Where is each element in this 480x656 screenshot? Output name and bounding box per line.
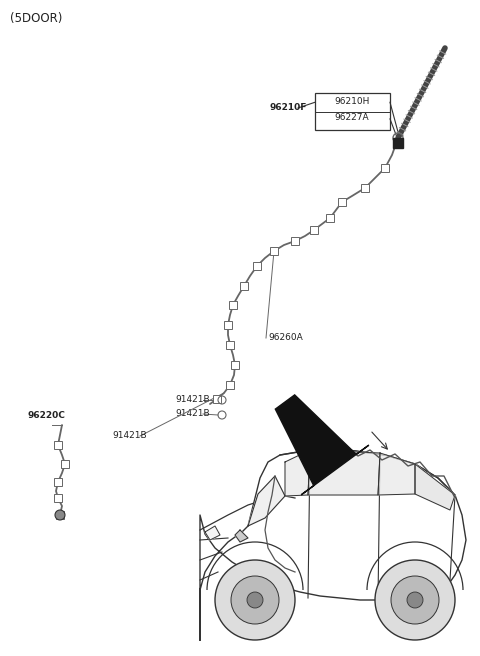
Text: 96210F: 96210F: [270, 104, 307, 112]
Polygon shape: [285, 450, 310, 496]
Text: 91421B: 91421B: [112, 432, 146, 440]
Circle shape: [407, 592, 423, 608]
Polygon shape: [378, 453, 415, 495]
Polygon shape: [248, 476, 285, 526]
Bar: [213, 395, 221, 403]
Bar: [291, 237, 299, 245]
Text: 96210H: 96210H: [334, 98, 370, 106]
Circle shape: [215, 560, 295, 640]
Text: 96227A: 96227A: [334, 113, 369, 123]
Bar: [338, 198, 346, 206]
Text: 96220C: 96220C: [28, 411, 66, 419]
Bar: [224, 321, 232, 329]
Polygon shape: [308, 450, 380, 495]
Bar: [310, 226, 318, 234]
Bar: [226, 341, 234, 349]
Circle shape: [391, 576, 439, 624]
Polygon shape: [235, 530, 248, 542]
Circle shape: [375, 560, 455, 640]
Bar: [393, 138, 403, 148]
Bar: [54, 494, 62, 502]
Bar: [54, 478, 62, 486]
Bar: [270, 247, 278, 255]
Polygon shape: [415, 464, 455, 510]
Circle shape: [231, 576, 279, 624]
Circle shape: [247, 592, 263, 608]
Bar: [54, 441, 62, 449]
Bar: [231, 361, 239, 369]
Text: 91421B: 91421B: [175, 396, 210, 405]
Text: 91421B: 91421B: [175, 409, 210, 419]
Bar: [226, 381, 234, 389]
Bar: [315, 93, 390, 130]
Bar: [381, 164, 389, 172]
Polygon shape: [276, 395, 369, 495]
Bar: [361, 184, 369, 192]
Text: (5DOOR): (5DOOR): [10, 12, 62, 25]
Bar: [240, 282, 248, 290]
Polygon shape: [205, 526, 220, 540]
Text: 96260A: 96260A: [268, 333, 303, 342]
Bar: [56, 511, 64, 519]
Bar: [326, 214, 334, 222]
Bar: [61, 460, 69, 468]
Bar: [253, 262, 261, 270]
Circle shape: [55, 510, 65, 520]
Bar: [229, 301, 237, 309]
